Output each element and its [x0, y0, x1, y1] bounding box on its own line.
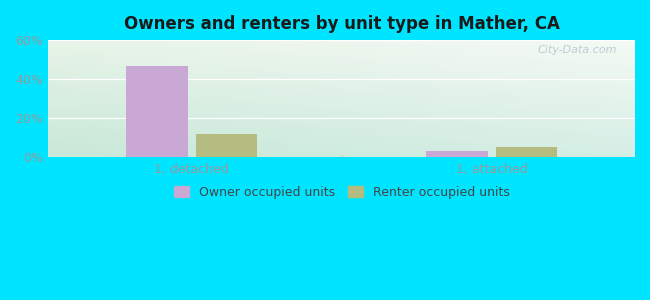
Bar — [496, 147, 557, 157]
Bar — [196, 134, 257, 157]
Bar — [426, 152, 488, 157]
Title: Owners and renters by unit type in Mather, CA: Owners and renters by unit type in Mathe… — [124, 15, 560, 33]
Legend: Owner occupied units, Renter occupied units: Owner occupied units, Renter occupied un… — [169, 181, 514, 204]
Bar — [126, 65, 188, 157]
Text: City-Data.com: City-Data.com — [538, 45, 617, 55]
